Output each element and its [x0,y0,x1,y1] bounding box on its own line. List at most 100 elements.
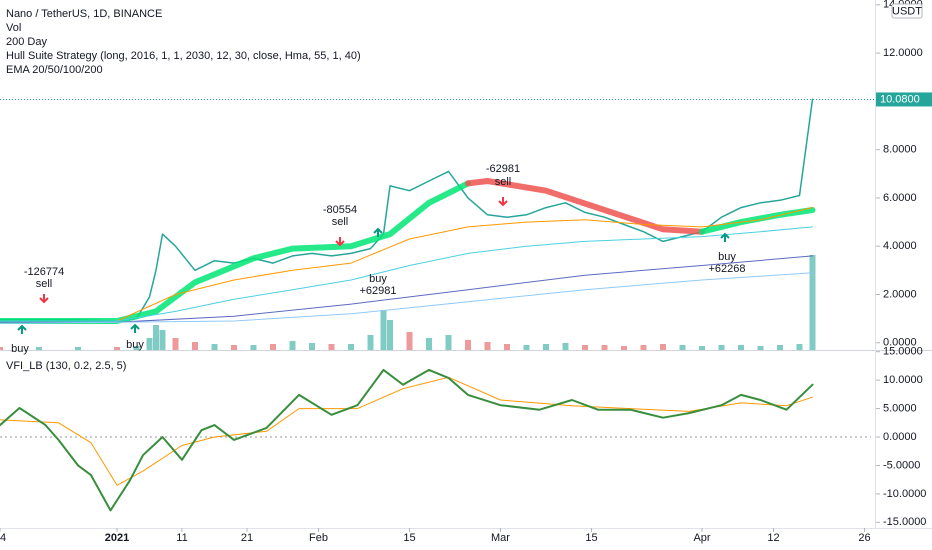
volume-bar [426,338,432,350]
y-tick-label: -5.0000 [883,459,920,471]
volume-bar [211,344,218,350]
trade-arrow [498,197,508,207]
trade-annotation: sell [36,278,53,290]
trade-annotation: buy [718,251,736,263]
series-line [465,178,705,235]
trade-annotation: sell [495,176,512,188]
x-tick-label: Mar [491,532,510,544]
x-tick-label: 11 [176,532,187,544]
volume-bar [387,320,393,350]
volume-bar [192,342,198,350]
trade-arrow [130,323,140,333]
volume-bar [172,338,179,350]
y-tick-label: 15.0000 [883,346,923,358]
volume-bar [582,345,588,350]
volume-bar [231,345,237,350]
volume-bar [445,335,452,350]
x-tick-label: Feb [309,532,328,544]
trade-arrow [335,237,345,247]
volume-bar [796,344,803,350]
volume-bar [523,345,530,350]
y-tick-label: -15.0000 [883,516,926,528]
volume-bar [348,344,354,350]
y-tick-label: 2.0000 [883,288,917,300]
x-tick-label: Apr [693,532,710,544]
series-line [0,368,814,512]
last-price-tag [876,92,932,107]
y-tick-label: -10.0000 [883,488,926,500]
x-tick-label: 15 [403,532,415,544]
trade-annotation: -62981 [486,163,520,175]
volume-bar [640,345,647,350]
trade-annotation: +62981 [359,285,396,297]
volume-bar [309,343,315,350]
volume-bar [660,344,666,350]
series-line [0,226,813,322]
trade-annotation: buy [126,339,144,351]
volume-bar [718,345,725,350]
volume-bar [484,342,491,350]
volume-bar [114,347,120,350]
trade-arrow [39,294,49,304]
volume-bar [159,330,166,350]
y-tick-label: 6.0000 [883,192,917,204]
volume-bar [367,335,374,350]
volume-bar [601,345,608,350]
volume-bar [465,340,471,350]
volume-bar [270,344,276,350]
legend-line: Vol [6,22,21,34]
x-tick-label: 21 [241,532,253,544]
trade-annotation: sell [332,216,349,228]
volume-bar [777,345,783,350]
currency-box [891,3,923,19]
y-tick-label: 4.0000 [883,240,917,252]
series-line [0,255,813,323]
volume-bar [380,310,387,350]
x-tick-label: 26 [858,532,870,544]
volume-bar [504,344,510,350]
volume-bar [679,345,686,350]
volume-bar [250,345,257,350]
x-tick-label: 4 [0,532,6,544]
series-line [116,207,813,322]
y-tick-label: 10.0000 [883,374,923,386]
x-tick-label: 2021 [105,532,129,544]
volume-bar [0,347,3,350]
volume-bar [809,255,816,350]
volume-bar [328,344,335,350]
last-price-label: 10.0800 [880,93,920,105]
series-line [0,272,813,324]
series-line [0,98,814,322]
volume-bar [153,325,159,350]
volume-bar [699,346,705,350]
y-tick-label: 8.0000 [883,144,917,156]
y-tick-label: 5.0000 [883,402,917,414]
currency-label: USDT [892,5,922,17]
trade-arrow [373,227,383,237]
x-tick-label: 15 [585,532,597,544]
volume-bar [75,347,81,350]
volume-bar [621,346,627,350]
series-line [699,207,816,235]
y-tick-label: 0.0000 [883,431,917,443]
symbol-title: Nano / TetherUS, 1D, BINANCE [6,8,162,20]
y-tick-label: 0.0000 [883,337,917,349]
trade-annotation: +62268 [708,263,745,275]
legend-line: Hull Suite Strategy (long, 2016, 1, 1, 2… [6,50,361,62]
volume-bar [738,345,744,350]
series-line [0,376,813,486]
pane-title: VFI_LB (130, 0.2, 2.5, 5) [6,360,126,372]
volume-bar [36,347,42,350]
volume-bar [133,346,140,350]
y-tick-label: 12.0000 [883,47,923,59]
volume-bar [289,341,296,350]
series-line [0,180,471,324]
volume-bar [543,344,549,350]
trade-arrow [17,324,27,334]
volume-bar [562,343,569,350]
trade-annotation: buy [369,273,387,285]
volume-bar [406,332,413,350]
trade-annotation: -80554 [323,204,357,216]
